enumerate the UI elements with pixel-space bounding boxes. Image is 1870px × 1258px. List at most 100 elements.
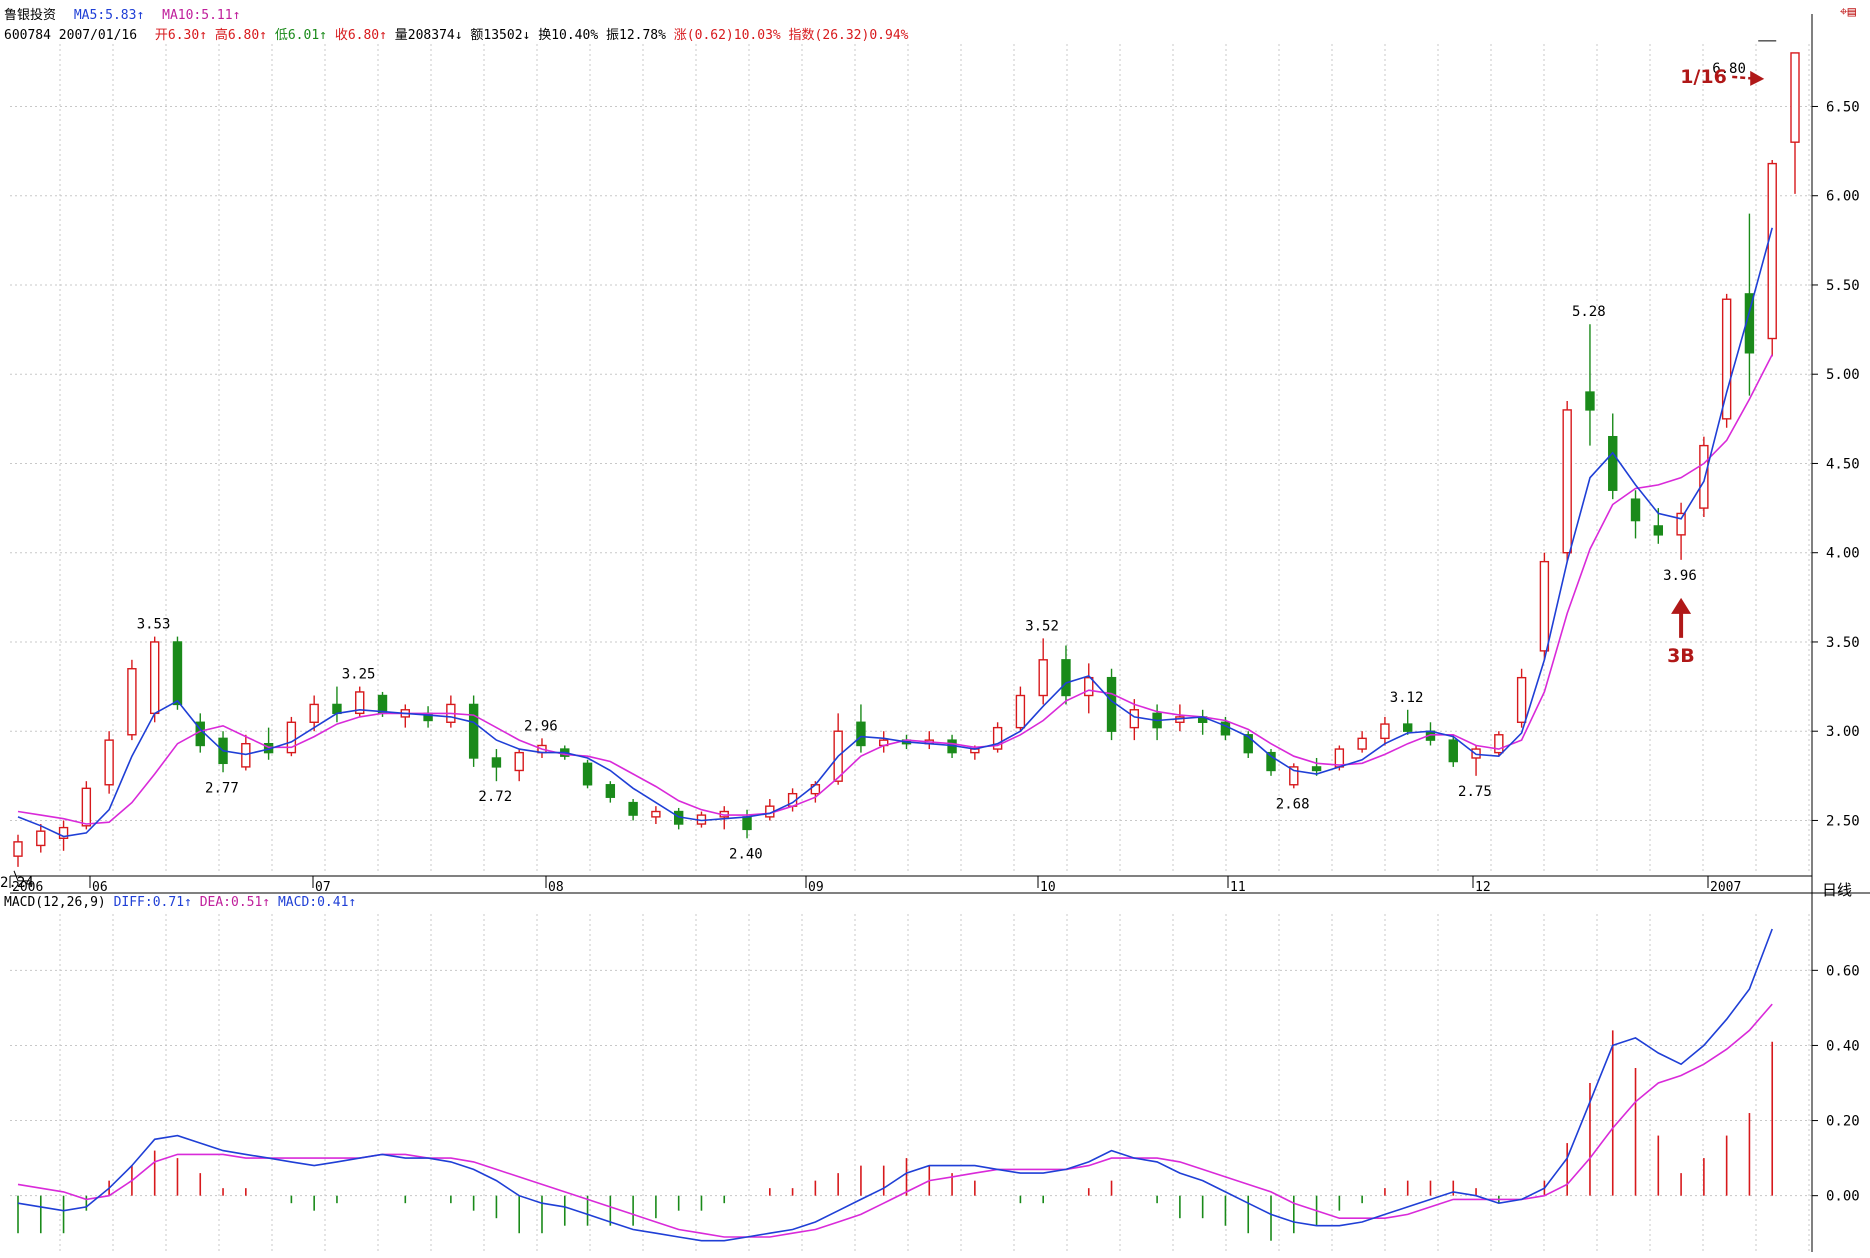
candle-body	[286, 721, 297, 754]
high-readout: 高6.80↑	[214, 28, 268, 43]
candle-body	[582, 762, 593, 786]
candle-body	[1585, 391, 1595, 411]
candle-body	[1380, 723, 1390, 740]
candle-body	[856, 721, 866, 747]
candle-body	[13, 841, 23, 857]
candle-body	[1790, 52, 1800, 143]
candle-body	[1562, 409, 1572, 554]
price-tick-label: 4.00	[1826, 546, 1860, 562]
macd-tick-label: 0.40	[1826, 1038, 1860, 1054]
candle-body	[1494, 734, 1504, 754]
open-readout: 开6.30↑	[154, 28, 208, 43]
close-readout: 收6.80↑	[334, 28, 387, 43]
ma5-line	[17, 227, 1773, 838]
amplitude-readout: 振12.78%	[606, 28, 666, 43]
header-row-2: 600784 2007/01/16 开6.30↑ 高6.80↑ 低6.01↑ 收…	[4, 24, 908, 43]
price-annotation: 3.12	[1390, 690, 1424, 706]
price-annotation: 3.52	[1025, 618, 1059, 634]
price-annotation: 3.25	[342, 667, 376, 683]
price-annotation: 2.40	[729, 846, 763, 862]
price-tick-label: 5.50	[1826, 278, 1860, 294]
candle-body	[332, 703, 342, 715]
low-readout: 低6.01↑	[274, 28, 327, 43]
candle-body	[172, 641, 183, 706]
price-annotation: 2.75	[1458, 784, 1492, 800]
candle-body	[58, 826, 69, 840]
x-tick-label: 10	[1040, 880, 1056, 895]
change-readout: 涨(0.62)10.03%	[673, 28, 781, 43]
x-tick-label: 2006	[12, 880, 43, 895]
amount-readout: 额13502↓	[470, 28, 531, 43]
price-annotation: 2.68	[1276, 796, 1310, 812]
candle-body	[127, 668, 137, 736]
candle-body	[1767, 162, 1777, 340]
index-readout: 指数(26.32)0.94%	[788, 28, 909, 43]
ma10-readout: MA10:5.11↑	[162, 8, 241, 23]
macd-header: MACD(12,26,9) DIFF:0.71↑ DEA:0.51↑ MACD:…	[4, 895, 356, 910]
candle-body	[1539, 560, 1550, 652]
price-tick-label: 3.00	[1826, 724, 1860, 740]
candle-body	[1699, 444, 1709, 509]
price-tick-label: 5.00	[1826, 367, 1860, 383]
candle-body	[1266, 751, 1276, 772]
header-row-1: 鲁银投资 MA5:5.83↑ MA10:5.11↑	[4, 4, 240, 23]
candle-body	[241, 742, 251, 768]
candle-body	[149, 641, 160, 715]
price-annotation: 2.96	[524, 718, 558, 734]
x-tick-label: 06	[92, 880, 108, 895]
quote-date: 2007/01/16	[58, 28, 138, 43]
candle-body	[1289, 766, 1299, 786]
candle-body	[1721, 298, 1732, 420]
x-tick-label: 11	[1230, 880, 1246, 895]
candle-body	[1403, 723, 1413, 732]
candle-body	[1243, 734, 1253, 754]
price-annotation: 2.24	[0, 875, 34, 891]
price-tick-label: 4.50	[1826, 456, 1860, 472]
macd-readout: MACD:0.41↑	[277, 895, 357, 910]
price-annotation: 2.77	[205, 780, 239, 796]
diff-line	[17, 928, 1773, 1242]
candle-body	[1129, 709, 1140, 729]
buy-signal-label: 3B	[1667, 645, 1695, 667]
x-tick-label: 07	[315, 880, 331, 895]
dea-line	[17, 1003, 1773, 1238]
candle-body	[104, 739, 114, 786]
price-annotation: 6.80	[1712, 61, 1746, 77]
macd-tick-label: 0.20	[1826, 1114, 1860, 1130]
candle-body	[1061, 659, 1071, 697]
x-tick-label: 09	[808, 880, 824, 895]
menu-icon[interactable]: ⌖▤	[1839, 4, 1856, 20]
candle-body	[992, 726, 1003, 750]
ma5-readout: MA5:5.83↑	[73, 8, 145, 23]
x-tick-label: 08	[548, 880, 564, 895]
candle-body	[81, 787, 92, 827]
candle-body	[742, 816, 752, 831]
candle-body	[491, 757, 502, 768]
candle-body	[1084, 676, 1094, 697]
x-tick-label: 12	[1475, 880, 1491, 895]
candle-body	[1106, 676, 1117, 732]
macd-tick-label: 0.60	[1826, 963, 1860, 979]
candle-body	[1015, 694, 1026, 729]
macd-tick-label: 0.00	[1826, 1189, 1860, 1205]
callout-arrow-line	[1732, 75, 1759, 81]
candle-body	[468, 703, 479, 759]
period-label: 日线	[1822, 881, 1852, 899]
price-annotation: 3.96	[1663, 568, 1697, 584]
price-tick-label: 2.50	[1826, 813, 1860, 829]
date-callout: 1/16	[1680, 66, 1727, 88]
callout-arrow-head	[1750, 70, 1765, 86]
candle-body	[355, 691, 365, 715]
candle-body	[651, 810, 661, 818]
candle-body	[1630, 498, 1641, 522]
candle-body	[1357, 737, 1367, 750]
ma10-line	[17, 354, 1773, 825]
candle-body	[605, 784, 616, 798]
candle-body	[309, 703, 319, 723]
dea-readout: DEA:0.51↑	[199, 895, 271, 910]
diff-readout: DIFF:0.71↑	[113, 895, 192, 910]
candle-body	[1448, 739, 1458, 763]
turnover-readout: 换10.40%	[538, 28, 599, 43]
candle-body	[514, 751, 524, 772]
